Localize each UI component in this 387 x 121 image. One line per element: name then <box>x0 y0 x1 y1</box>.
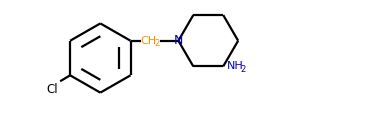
Text: CH: CH <box>140 36 157 46</box>
Text: NH: NH <box>227 61 244 71</box>
Text: Cl: Cl <box>46 83 58 96</box>
Text: N: N <box>174 34 183 47</box>
Text: 2: 2 <box>154 39 159 48</box>
Text: 2: 2 <box>241 65 246 74</box>
